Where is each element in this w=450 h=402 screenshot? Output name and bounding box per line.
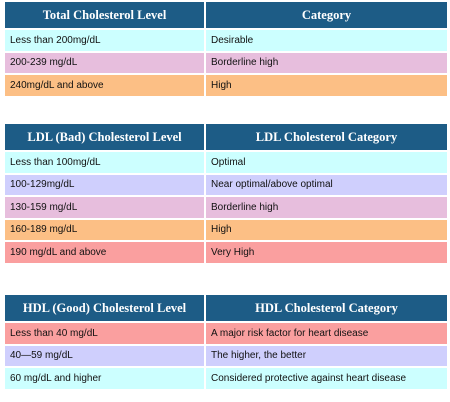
category-cell: Considered protective against heart dise… bbox=[206, 368, 447, 389]
table-row: 60 mg/dL and higher Considered protectiv… bbox=[5, 368, 447, 389]
level-cell: 100-129mg/dL bbox=[5, 174, 204, 195]
table-row: 190 mg/dL and above Very High bbox=[5, 242, 447, 263]
column-header-level: HDL (Good) Cholesterol Level bbox=[5, 295, 204, 321]
table-row: 40—59 mg/dL The higher, the better bbox=[5, 345, 447, 366]
table-row: 240mg/dL and above High bbox=[5, 75, 447, 96]
column-header-category: HDL Cholesterol Category bbox=[206, 295, 447, 321]
table-row: 100-129mg/dL Near optimal/above optimal bbox=[5, 174, 447, 195]
category-cell: Very High bbox=[206, 242, 447, 263]
table-row: Less than 200mg/dL Desirable bbox=[5, 30, 447, 51]
level-cell: 190 mg/dL and above bbox=[5, 242, 204, 263]
category-cell: Borderline high bbox=[206, 52, 447, 73]
table-header-row: Total Cholesterol Level Category bbox=[5, 2, 447, 28]
category-cell: The higher, the better bbox=[206, 345, 447, 366]
column-header-category: LDL Cholesterol Category bbox=[206, 124, 447, 150]
category-cell: A major risk factor for heart disease bbox=[206, 323, 447, 344]
category-cell: High bbox=[206, 219, 447, 240]
ldl-cholesterol-table: LDL (Bad) Cholesterol Level LDL Choleste… bbox=[3, 122, 449, 265]
category-cell: Borderline high bbox=[206, 197, 447, 218]
table-row: Less than 40 mg/dL A major risk factor f… bbox=[5, 323, 447, 344]
column-header-category: Category bbox=[206, 2, 447, 28]
column-header-level: LDL (Bad) Cholesterol Level bbox=[5, 124, 204, 150]
level-cell: Less than 200mg/dL bbox=[5, 30, 204, 51]
level-cell: 60 mg/dL and higher bbox=[5, 368, 204, 389]
level-cell: 130-159 mg/dL bbox=[5, 197, 204, 218]
table-row: 130-159 mg/dL Borderline high bbox=[5, 197, 447, 218]
category-cell: Optimal bbox=[206, 152, 447, 173]
category-cell: Near optimal/above optimal bbox=[206, 174, 447, 195]
total-cholesterol-table: Total Cholesterol Level Category Less th… bbox=[3, 0, 449, 98]
level-cell: 240mg/dL and above bbox=[5, 75, 204, 96]
category-cell: High bbox=[206, 75, 447, 96]
column-header-level: Total Cholesterol Level bbox=[5, 2, 204, 28]
level-cell: 200-239 mg/dL bbox=[5, 52, 204, 73]
category-cell: Desirable bbox=[206, 30, 447, 51]
level-cell: Less than 40 mg/dL bbox=[5, 323, 204, 344]
level-cell: Less than 100mg/dL bbox=[5, 152, 204, 173]
hdl-cholesterol-table: HDL (Good) Cholesterol Level HDL Cholest… bbox=[3, 293, 449, 391]
level-cell: 40—59 mg/dL bbox=[5, 345, 204, 366]
table-row: Less than 100mg/dL Optimal bbox=[5, 152, 447, 173]
level-cell: 160-189 mg/dL bbox=[5, 219, 204, 240]
table-row: 160-189 mg/dL High bbox=[5, 219, 447, 240]
table-row: 200-239 mg/dL Borderline high bbox=[5, 52, 447, 73]
table-header-row: HDL (Good) Cholesterol Level HDL Cholest… bbox=[5, 295, 447, 321]
table-header-row: LDL (Bad) Cholesterol Level LDL Choleste… bbox=[5, 124, 447, 150]
